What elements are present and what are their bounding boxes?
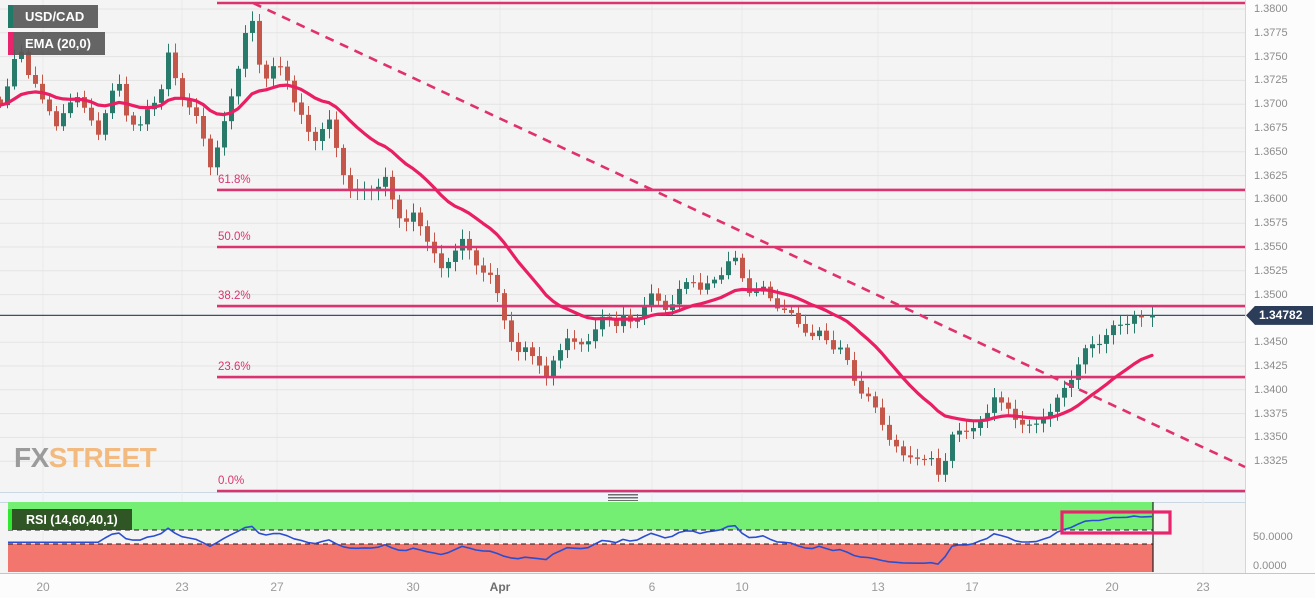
rsi-pane[interactable]	[0, 503, 1245, 573]
rsi-legend[interactable]: RSI (14,60,40,1)	[8, 509, 132, 530]
fib-level-label: 23.6%	[218, 361, 251, 374]
y-axis-tick: 1.3800	[1254, 3, 1288, 15]
pane-splitter[interactable]	[0, 492, 1245, 503]
y-axis-tick: 1.3500	[1254, 288, 1288, 301]
fxstreet-watermark-logo: FXSTREET	[14, 442, 157, 473]
price-axis[interactable]: 1.3800 1.3775 1.3750 1.3725 1.3700 1.3675 1.36…	[1245, 0, 1315, 573]
y-axis-tick: 1.3600	[1254, 193, 1288, 206]
y-axis-tick: 1.3650	[1254, 145, 1288, 158]
time-axis[interactable]: 20 23 27 30 Apr 6 10 13 17 20 23	[0, 573, 1315, 598]
x-axis-tick: 23	[1196, 580, 1210, 594]
ema-label: EMA (20,0)	[25, 36, 91, 51]
x-axis-tick: 27	[270, 580, 284, 594]
y-axis-tick: 1.3550	[1254, 241, 1288, 253]
y-axis-tick: 1.3400	[1254, 383, 1288, 396]
current-price-badge: 1.34782	[1246, 305, 1313, 325]
rsi-axis-tick: 0.0000	[1253, 560, 1287, 572]
rsi-accent-bar	[8, 509, 12, 530]
x-axis-tick: 20	[36, 580, 50, 594]
y-axis-tick: 1.3450	[1254, 336, 1288, 349]
y-axis-tick: 1.3325	[1254, 455, 1288, 468]
ema-legend[interactable]: EMA (20,0)	[8, 32, 105, 55]
symbol-legend[interactable]: USD/CAD	[8, 5, 99, 28]
fib-level-label: 50.0%	[218, 231, 251, 243]
x-axis-tick: 17	[965, 580, 979, 594]
symbol-label: USD/CAD	[25, 9, 85, 24]
fib-level-label: 38.2%	[218, 290, 251, 303]
x-axis-tick: 23	[175, 580, 189, 594]
y-axis-tick: 1.3350	[1254, 431, 1288, 444]
x-axis-tick: 6	[648, 580, 656, 594]
y-axis-tick: 1.3775	[1254, 26, 1288, 39]
y-axis-tick: 1.3625	[1254, 169, 1288, 182]
x-axis-tick: Apr	[489, 580, 511, 594]
fib-level-label: 0.0%	[218, 474, 245, 487]
y-axis-tick: 1.3425	[1254, 360, 1288, 372]
fib-level-label: 61.8%	[218, 173, 251, 186]
ema-accent-bar	[8, 32, 13, 55]
y-axis-tick: 1.3675	[1254, 122, 1288, 134]
y-axis-tick: 1.3700	[1254, 98, 1288, 111]
x-axis-tick: 20	[1105, 580, 1119, 594]
pane-resize-grip-icon[interactable]	[607, 494, 638, 501]
rsi-axis-tick: 50.0000	[1253, 531, 1293, 543]
watermark-fx: FX	[14, 442, 49, 473]
rsi-label: RSI (14,60,40,1)	[26, 512, 118, 527]
y-axis-tick: 1.3725	[1254, 74, 1288, 87]
y-axis-tick: 1.3525	[1254, 264, 1288, 277]
watermark-street: STREET	[48, 442, 157, 473]
y-axis-tick: 1.3375	[1254, 407, 1288, 420]
symbol-accent-bar	[8, 5, 13, 28]
price-pane[interactable]	[0, 0, 1245, 492]
y-axis-tick: 1.3750	[1254, 50, 1288, 63]
y-axis-tick: 1.3575	[1254, 217, 1288, 230]
x-axis-tick: 30	[406, 580, 420, 594]
x-axis-tick: 13	[871, 580, 885, 594]
x-axis-tick: 10	[735, 580, 749, 594]
